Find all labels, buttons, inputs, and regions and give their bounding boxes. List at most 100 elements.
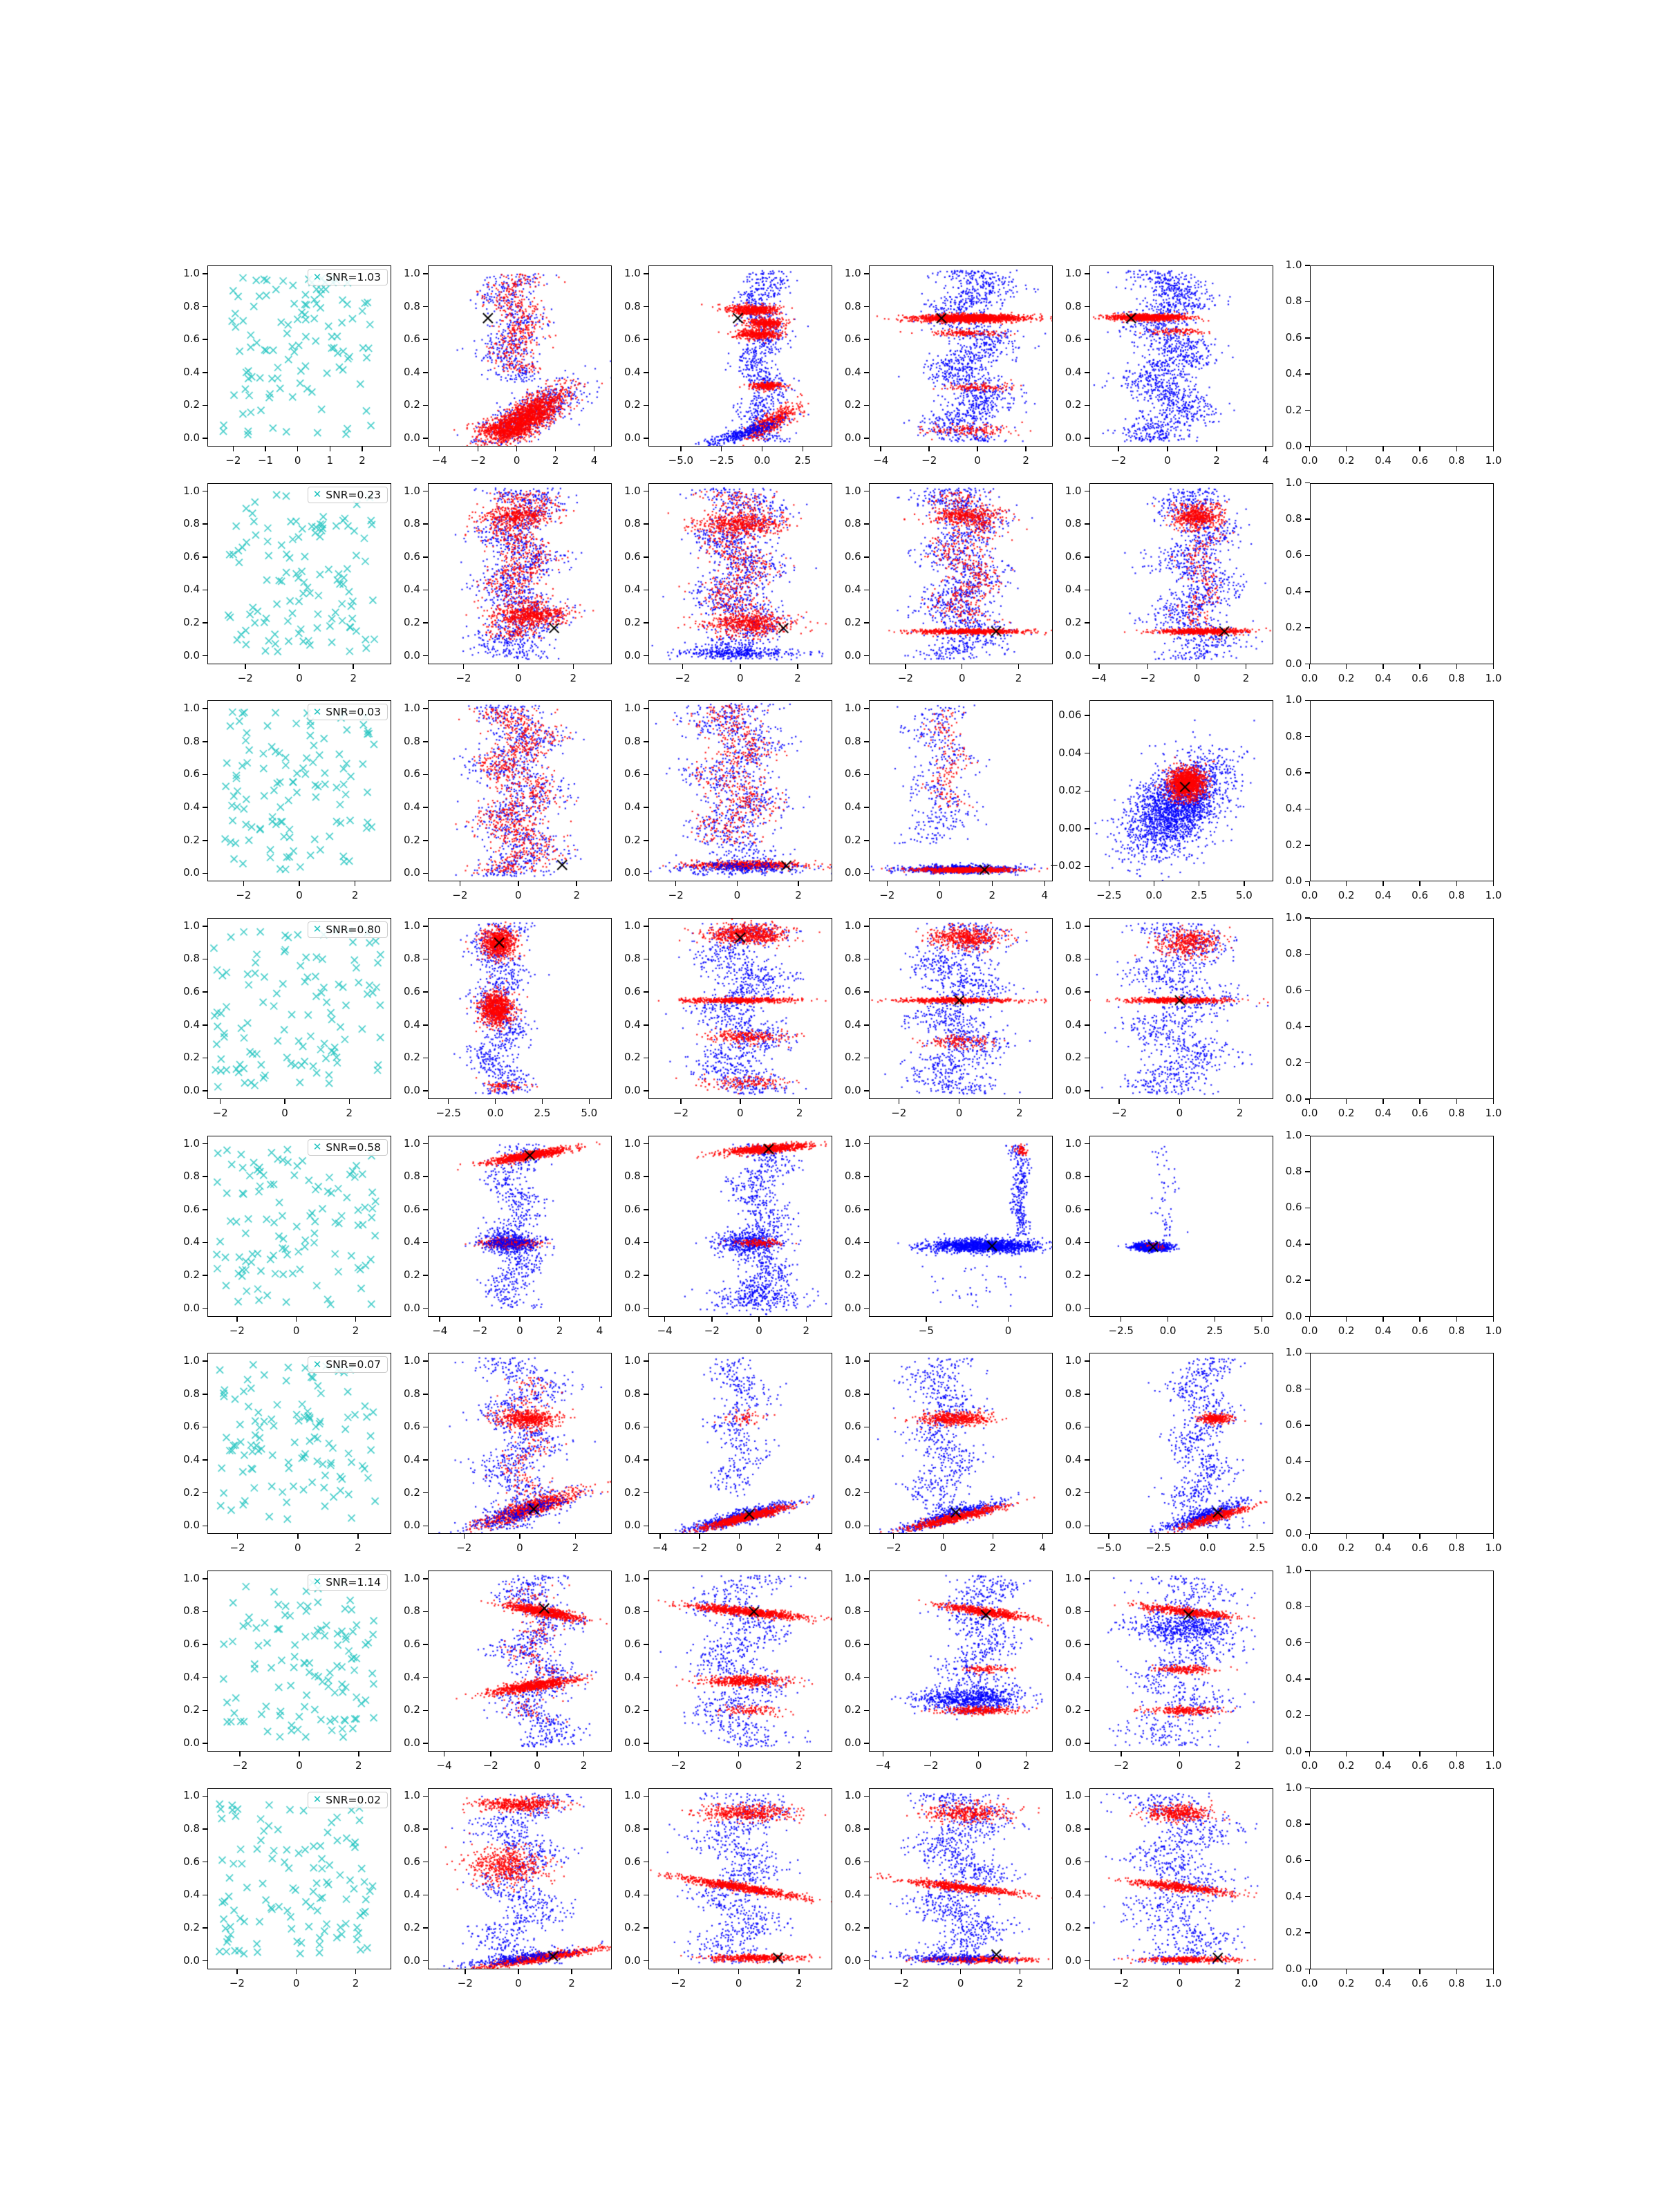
y-tick-label: 0.4 <box>844 1888 861 1901</box>
y-tick <box>203 1578 207 1580</box>
x-tick <box>541 1098 543 1104</box>
x-tick-label: 2 <box>1022 454 1029 467</box>
y-tick <box>203 840 207 841</box>
x-tick-label: −2 <box>675 671 691 684</box>
y-tick-label: 1.0 <box>404 1789 420 1802</box>
x-tick <box>1492 1534 1494 1539</box>
x-tick-label: 1.0 <box>1485 1106 1502 1119</box>
y-tick-label: 0.8 <box>183 299 200 312</box>
y-tick <box>1084 523 1089 525</box>
x-tick-label: −2 <box>232 1759 248 1772</box>
subplot-r2c5: −4 −2 0 2 0.0 0.2 0.4 0.6 0.8 1.0 <box>1065 482 1273 684</box>
y-tick-label: 0.6 <box>183 1855 200 1868</box>
y-tick-label: 0.6 <box>1065 1638 1082 1651</box>
x-tick <box>1309 1534 1311 1539</box>
subplot-r2c4: −2 0 2 0.0 0.2 0.4 0.6 0.8 1.0 <box>845 482 1053 684</box>
y-tick <box>203 1024 207 1026</box>
scatter-canvas <box>207 482 391 664</box>
x-tick <box>599 1316 601 1322</box>
subplot-r1c1: ✕ SNR=1.03 −2 −1 0 1 2 0.0 0.2 0.4 0.6 0.8 1.0 <box>183 265 391 467</box>
y-tick <box>643 404 648 406</box>
x-tick-label: 4 <box>1041 889 1049 902</box>
y-tick <box>422 438 428 439</box>
x-tick <box>1118 447 1119 451</box>
y-tick <box>1304 627 1310 628</box>
y-tick <box>863 926 869 927</box>
y-tick <box>1304 1678 1310 1680</box>
scatter-canvas <box>1089 1788 1273 1969</box>
x-tick-label: 2 <box>803 1324 810 1337</box>
y-tick-label: 0.4 <box>404 1670 420 1683</box>
x-tick <box>659 1534 661 1539</box>
y-tick <box>863 306 869 308</box>
x-tick <box>1025 1751 1027 1756</box>
x-tick <box>1382 881 1384 887</box>
x-tick <box>977 1751 980 1756</box>
x-tick-label: 0 <box>515 671 522 684</box>
x-tick-label: 2 <box>552 454 559 467</box>
y-tick-label: 1.0 <box>844 1354 861 1367</box>
y-tick-label: 1.0 <box>183 1789 200 1802</box>
x-tick <box>1179 1098 1181 1104</box>
x-tick <box>559 1316 561 1322</box>
x-tick-label: −4 <box>432 1324 448 1337</box>
y-tick <box>1304 1968 1310 1970</box>
x-tick <box>519 1534 521 1539</box>
x-tick-label: −2.5 <box>1096 889 1122 902</box>
y-tick <box>863 1275 869 1276</box>
x-tick <box>353 664 354 669</box>
y-tick <box>422 1394 428 1395</box>
y-tick <box>643 1209 648 1210</box>
y-tick <box>863 1578 869 1580</box>
x-tick-label: −2 <box>456 671 471 684</box>
scatter-canvas <box>868 1788 1053 1969</box>
y-tick-label: 0.0 <box>624 866 641 879</box>
x-tick <box>463 1534 465 1539</box>
x-tick-label: 2 <box>352 1976 359 1989</box>
y-tick-label: 0.8 <box>624 517 641 530</box>
y-tick-label: 0.2 <box>1065 398 1082 411</box>
x-tick-label: 0 <box>296 1759 303 1772</box>
x-tick-label: 0 <box>957 1976 964 1989</box>
x-tick-label: 2 <box>1235 1759 1241 1772</box>
x-tick <box>1179 1751 1181 1756</box>
subplot-r6c4: −2 0 2 4 0.0 0.2 0.4 0.6 0.8 1.0 <box>845 1353 1053 1554</box>
y-tick <box>422 490 428 492</box>
x-tick <box>1345 1316 1347 1322</box>
y-tick <box>1084 991 1089 993</box>
y-tick <box>1304 1787 1310 1789</box>
x-tick-label: 0.4 <box>1374 671 1391 684</box>
y-tick-label: 0.0 <box>1065 648 1082 662</box>
y-tick-label: 0.0 <box>1285 874 1302 888</box>
y-tick <box>1304 373 1310 375</box>
y-tick-label: 0.4 <box>624 1888 641 1901</box>
subplot-r7c6: 0.0 0.2 0.4 0.6 0.8 1.0 0.0 0.2 0.4 0.6 0.8 1.0 <box>1286 1564 1502 1772</box>
x-tick-label: 0.8 <box>1448 1759 1465 1772</box>
x-tick <box>928 447 930 451</box>
y-tick <box>1084 1360 1089 1362</box>
y-tick <box>422 1795 428 1797</box>
y-tick-label: 0.8 <box>844 517 861 530</box>
y-tick-label: 0.6 <box>404 1855 420 1868</box>
y-tick-label: 1.0 <box>624 1789 641 1802</box>
scatter-canvas <box>1089 1135 1273 1317</box>
x-tick <box>959 1969 962 1974</box>
y-tick-label: 1.0 <box>844 702 861 715</box>
y-tick-label: 1.0 <box>404 484 420 497</box>
y-tick <box>863 872 869 874</box>
y-tick <box>643 1861 648 1863</box>
x-tick-label: 0.4 <box>1374 1541 1391 1555</box>
axes-frame <box>1309 482 1494 664</box>
y-tick-label: 1.0 <box>624 919 641 932</box>
x-tick-label: −2 <box>472 1324 488 1337</box>
y-tick <box>863 1209 869 1210</box>
y-tick <box>203 1459 207 1461</box>
y-tick-label: 0.0 <box>1285 1309 1302 1322</box>
y-tick <box>203 926 207 927</box>
y-tick <box>203 1492 207 1494</box>
x-tick <box>901 1969 902 1974</box>
y-tick-label: 0.4 <box>404 1453 420 1466</box>
y-tick <box>1304 1425 1310 1426</box>
x-tick-label: −2 <box>893 1976 909 1989</box>
x-tick-label: −4 <box>431 454 447 467</box>
